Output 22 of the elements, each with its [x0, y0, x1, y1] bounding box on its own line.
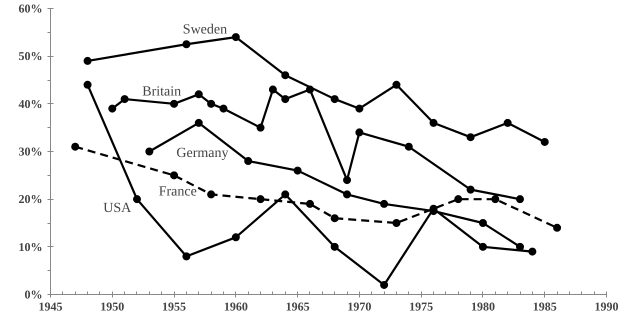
y-tick-label: 60% — [18, 2, 42, 16]
series-label: Germany — [176, 146, 229, 161]
y-tick-label: 40% — [18, 96, 42, 111]
series-label: France — [158, 184, 197, 200]
x-tick-label: 1965 — [286, 300, 310, 314]
series-label: Sweden — [182, 22, 228, 38]
series-label: USA — [103, 201, 132, 216]
y-tick-label: 50% — [18, 49, 42, 64]
x-tick-label: 1955 — [162, 300, 186, 314]
y-tick-label: 30% — [18, 144, 42, 158]
x-tick-label: 1950 — [100, 300, 124, 314]
x-tick-label: 1980 — [470, 300, 495, 314]
x-tick-label: 1960 — [224, 300, 248, 314]
y-tick-label: 10% — [18, 240, 42, 254]
series-label: Britain — [142, 84, 182, 100]
x-tick-label: 1945 — [38, 300, 62, 314]
y-tick-label: 20% — [18, 192, 42, 206]
x-tick-label: 1985 — [532, 300, 557, 314]
x-tick-label: 1990 — [594, 300, 618, 314]
x-tick-label: 1970 — [347, 300, 372, 314]
y-tick-label: 0% — [24, 288, 42, 302]
x-tick-label: 1975 — [409, 300, 434, 314]
